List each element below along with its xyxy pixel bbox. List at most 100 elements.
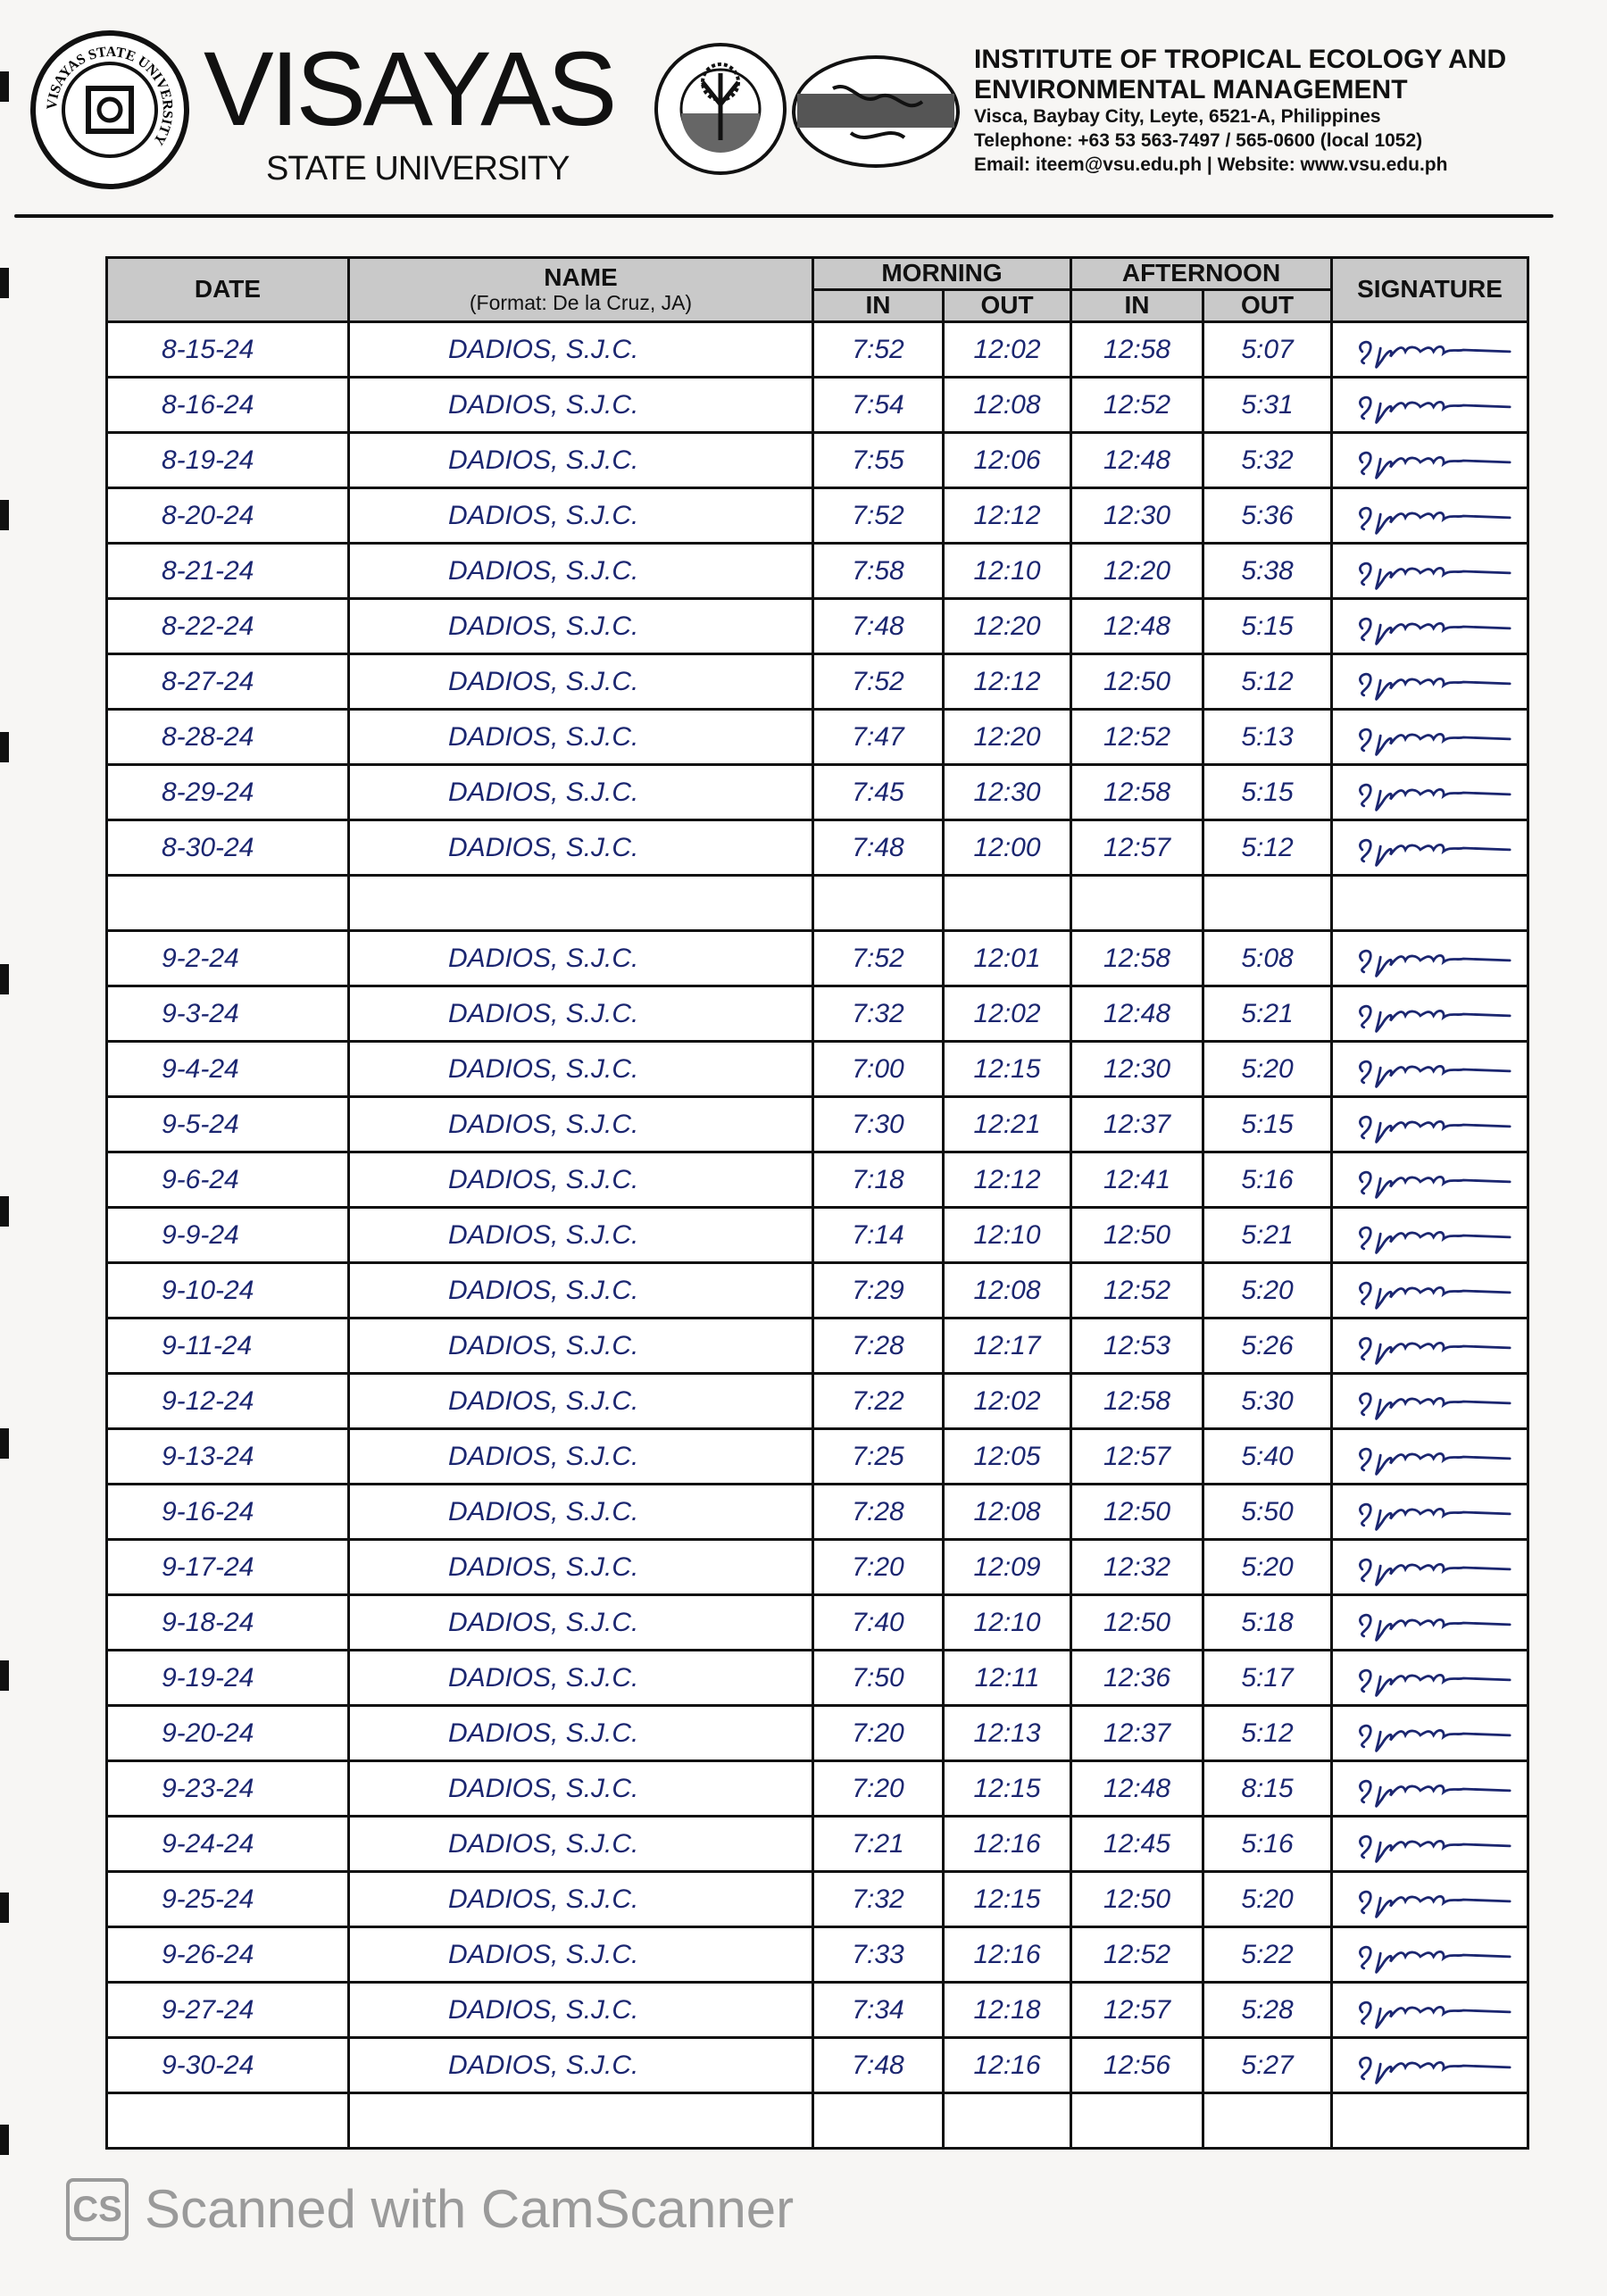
signature-cell bbox=[1330, 1427, 1530, 1485]
afternoon-out-cell: 5:32 bbox=[1202, 431, 1334, 489]
date-cell: 9-27-24 bbox=[105, 1981, 350, 2039]
afternoon-out-cell: 5:28 bbox=[1202, 1981, 1334, 2039]
name-cell bbox=[347, 2092, 814, 2150]
date-cell: 9-23-24 bbox=[105, 1759, 350, 1818]
name-cell: DADIOS, S.J.C. bbox=[347, 929, 814, 987]
afternoon-in-cell: 12:48 bbox=[1070, 1759, 1205, 1818]
morning-out-cell: 12:15 bbox=[941, 1040, 1073, 1098]
signature-cell bbox=[1330, 1704, 1530, 1762]
handwritten-signature bbox=[1358, 2001, 1511, 2029]
morning-in-cell: 7:25 bbox=[812, 1427, 945, 1485]
header-morning-in: IN bbox=[812, 288, 945, 323]
afternoon-out-cell: 5:38 bbox=[1202, 542, 1334, 600]
morning-out-cell: 12:05 bbox=[941, 1427, 1073, 1485]
morning-in-cell: 7:48 bbox=[812, 597, 945, 655]
signature-cell bbox=[1330, 1870, 1530, 1928]
afternoon-out-cell: 5:12 bbox=[1202, 653, 1334, 711]
signature-cell bbox=[1330, 1649, 1530, 1707]
table-row: 9-17-24 DADIOS, S.J.C. 7:20 12:09 12:32 5:20 bbox=[105, 1538, 1530, 1596]
morning-out-cell: 12:16 bbox=[941, 2036, 1073, 2094]
binder-mark bbox=[0, 1893, 9, 1923]
name-cell: DADIOS, S.J.C. bbox=[347, 597, 814, 655]
morning-in-cell: 7:50 bbox=[812, 1649, 945, 1707]
handwritten-signature bbox=[1358, 949, 1511, 977]
afternoon-out-cell: 5:12 bbox=[1202, 1704, 1334, 1762]
afternoon-in-cell: 12:57 bbox=[1070, 1427, 1205, 1485]
morning-out-cell: 12:15 bbox=[941, 1759, 1073, 1818]
afternoon-in-cell: 12:36 bbox=[1070, 1649, 1205, 1707]
date-cell: 9-26-24 bbox=[105, 1926, 350, 1984]
morning-out-cell: 12:21 bbox=[941, 1095, 1073, 1153]
morning-out-cell: 12:08 bbox=[941, 376, 1073, 434]
date-cell: 9-2-24 bbox=[105, 929, 350, 987]
date-cell: 8-22-24 bbox=[105, 597, 350, 655]
date-cell: 8-16-24 bbox=[105, 376, 350, 434]
morning-in-cell: 7:34 bbox=[812, 1981, 945, 2039]
name-cell: DADIOS, S.J.C. bbox=[347, 819, 814, 877]
header-name: NAME (Format: De la Cruz, JA) bbox=[347, 256, 814, 323]
afternoon-in-cell: 12:32 bbox=[1070, 1538, 1205, 1596]
table-row: 9-9-24 DADIOS, S.J.C. 7:14 12:10 12:50 5:21 bbox=[105, 1206, 1530, 1264]
table-row: 8-28-24 DADIOS, S.J.C. 7:47 12:20 12:52 5:13 bbox=[105, 708, 1530, 766]
afternoon-out-cell bbox=[1202, 874, 1334, 932]
morning-in-cell: 7:00 bbox=[812, 1040, 945, 1098]
morning-out-cell: 12:16 bbox=[941, 1815, 1073, 1873]
handwritten-signature bbox=[1358, 1447, 1511, 1476]
morning-out-cell bbox=[941, 2092, 1073, 2150]
date-cell: 9-30-24 bbox=[105, 2036, 350, 2094]
date-cell: 9-4-24 bbox=[105, 1040, 350, 1098]
table-row bbox=[105, 874, 1530, 932]
morning-out-cell: 12:17 bbox=[941, 1317, 1073, 1375]
date-cell: 9-20-24 bbox=[105, 1704, 350, 1762]
signature-cell bbox=[1330, 1317, 1530, 1375]
date-cell: 8-28-24 bbox=[105, 708, 350, 766]
table-row: 9-4-24 DADIOS, S.J.C. 7:00 12:15 12:30 5:20 bbox=[105, 1040, 1530, 1098]
afternoon-out-cell: 5:20 bbox=[1202, 1040, 1334, 1098]
signature-cell bbox=[1330, 1815, 1530, 1873]
name-cell: DADIOS, S.J.C. bbox=[347, 431, 814, 489]
binder-mark bbox=[0, 964, 9, 994]
name-cell: DADIOS, S.J.C. bbox=[347, 1206, 814, 1264]
morning-out-cell: 12:10 bbox=[941, 1206, 1073, 1264]
date-cell: 8-21-24 bbox=[105, 542, 350, 600]
afternoon-in-cell: 12:52 bbox=[1070, 376, 1205, 434]
date-cell: 9-11-24 bbox=[105, 1317, 350, 1375]
afternoon-in-cell: 12:57 bbox=[1070, 819, 1205, 877]
afternoon-in-cell: 12:50 bbox=[1070, 1593, 1205, 1651]
date-cell: 9-18-24 bbox=[105, 1593, 350, 1651]
header-signature: SIGNATURE bbox=[1330, 256, 1530, 323]
afternoon-out-cell: 8:15 bbox=[1202, 1759, 1334, 1818]
morning-in-cell: 7:28 bbox=[812, 1317, 945, 1375]
table-row: 9-19-24 DADIOS, S.J.C. 7:50 12:11 12:36 5:17 bbox=[105, 1649, 1530, 1707]
date-cell: 9-6-24 bbox=[105, 1151, 350, 1209]
header-divider bbox=[14, 214, 1553, 218]
morning-in-cell: 7:30 bbox=[812, 1095, 945, 1153]
morning-in-cell: 7:40 bbox=[812, 1593, 945, 1651]
morning-in-cell: 7:32 bbox=[812, 1870, 945, 1928]
iteem-logo bbox=[792, 55, 960, 168]
afternoon-out-cell: 5:31 bbox=[1202, 376, 1334, 434]
afternoon-in-cell: 12:45 bbox=[1070, 1815, 1205, 1873]
afternoon-in-cell: 12:50 bbox=[1070, 1870, 1205, 1928]
binder-mark bbox=[0, 1196, 9, 1227]
morning-in-cell: 7:52 bbox=[812, 487, 945, 545]
handwritten-signature bbox=[1358, 672, 1511, 701]
morning-out-cell bbox=[941, 874, 1073, 932]
header-name-format: (Format: De la Cruz, JA) bbox=[469, 291, 693, 315]
header-morning-out: OUT bbox=[941, 288, 1073, 323]
date-cell: 8-30-24 bbox=[105, 819, 350, 877]
name-cell: DADIOS, S.J.C. bbox=[347, 2036, 814, 2094]
morning-out-cell: 12:00 bbox=[941, 819, 1073, 877]
afternoon-out-cell: 5:16 bbox=[1202, 1151, 1334, 1209]
name-cell: DADIOS, S.J.C. bbox=[347, 1261, 814, 1319]
afternoon-out-cell: 5:20 bbox=[1202, 1870, 1334, 1928]
afternoon-out-cell: 5:17 bbox=[1202, 1649, 1334, 1707]
name-cell: DADIOS, S.J.C. bbox=[347, 653, 814, 711]
signature-cell bbox=[1330, 487, 1530, 545]
name-cell: DADIOS, S.J.C. bbox=[347, 1427, 814, 1485]
name-cell: DADIOS, S.J.C. bbox=[347, 1593, 814, 1651]
name-cell: DADIOS, S.J.C. bbox=[347, 1151, 814, 1209]
signature-cell bbox=[1330, 1095, 1530, 1153]
morning-in-cell: 7:18 bbox=[812, 1151, 945, 1209]
handwritten-signature bbox=[1358, 340, 1511, 369]
